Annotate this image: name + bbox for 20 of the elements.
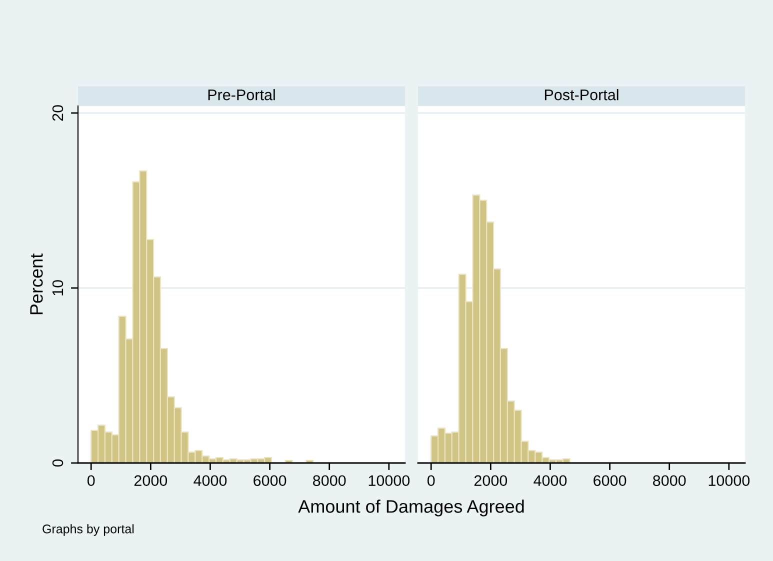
y-tick-label: 0 bbox=[52, 459, 64, 467]
text: Graphs by portal bbox=[42, 524, 134, 536]
x-tick-label: 10000 bbox=[368, 475, 410, 486]
chart-title: Post-Portal bbox=[544, 89, 618, 100]
y-tick-label: 10 bbox=[52, 280, 64, 296]
x-tick-label: 2000 bbox=[474, 475, 508, 486]
x-tick-label: 8000 bbox=[313, 475, 346, 486]
x-tick-label: 4000 bbox=[194, 475, 227, 486]
x-tick-label: 0 bbox=[87, 475, 95, 486]
x-tick-label: 6000 bbox=[254, 475, 286, 486]
x-tick-label: 10000 bbox=[708, 475, 750, 486]
x-tick-label: 2000 bbox=[134, 475, 168, 486]
x-tick-label: 0 bbox=[427, 475, 435, 486]
y-tick-label: 20 bbox=[52, 105, 64, 121]
x-axis-title: Amount of Damages Agreed bbox=[298, 500, 524, 516]
x-tick-label: 6000 bbox=[594, 475, 626, 486]
x-tick-label: 8000 bbox=[653, 475, 686, 486]
chart-title: Pre-Portal bbox=[208, 89, 275, 100]
x-tick-label: 4000 bbox=[534, 475, 567, 486]
y-axis-title: Percent bbox=[30, 254, 43, 314]
